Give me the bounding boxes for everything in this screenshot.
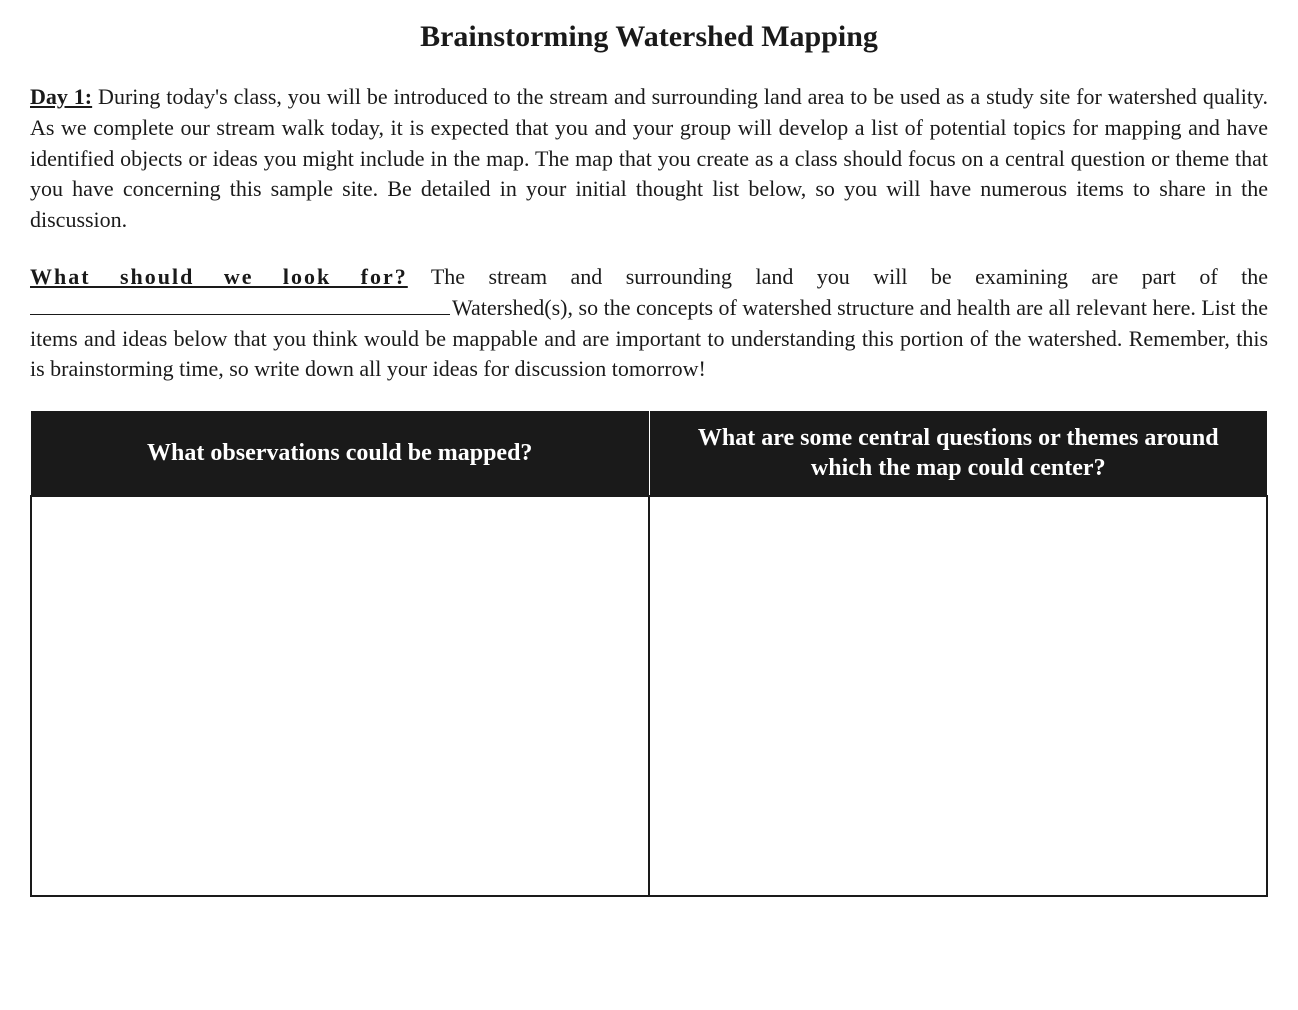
watershed-blank-line[interactable] xyxy=(30,314,450,315)
table-cell-questions[interactable] xyxy=(649,496,1267,896)
lookfor-text-after: Watershed(s), so the concepts of watersh… xyxy=(30,295,1268,382)
table-header-questions: What are some central questions or theme… xyxy=(649,411,1267,496)
lookfor-text-before: The stream and surrounding land you will… xyxy=(408,264,1268,289)
day1-text: During today's class, you will be introd… xyxy=(30,84,1268,232)
page-title: Brainstorming Watershed Mapping xyxy=(30,20,1268,54)
table-header-observations: What observations could be mapped? xyxy=(31,411,649,496)
lookfor-heading: What should we look for? xyxy=(30,264,408,289)
table-header-row: What observations could be mapped? What … xyxy=(31,411,1267,496)
table-cell-observations[interactable] xyxy=(31,496,649,896)
table-row xyxy=(31,496,1267,896)
worksheet-table: What observations could be mapped? What … xyxy=(30,411,1268,897)
day1-paragraph: Day 1: During today's class, you will be… xyxy=(30,82,1268,236)
day1-label: Day 1: xyxy=(30,84,92,109)
lookfor-paragraph: What should we look for? The stream and … xyxy=(30,262,1268,385)
